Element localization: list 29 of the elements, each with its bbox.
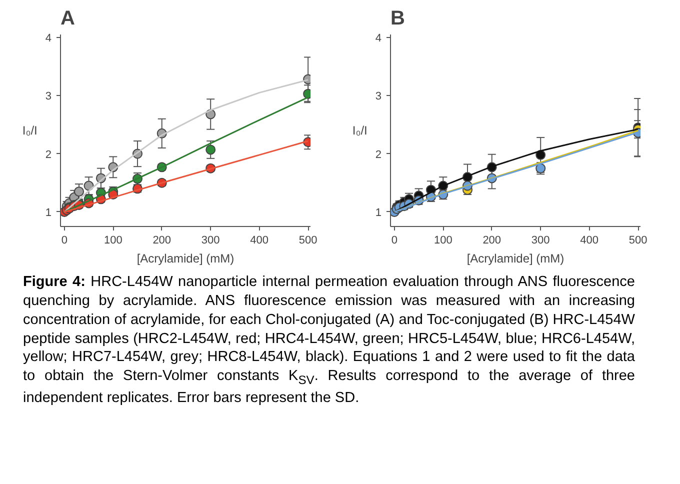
y-tick-label: 1 xyxy=(45,206,52,219)
x-axis-title: [Acrylamide] (mM) xyxy=(136,252,234,266)
chart-title: B xyxy=(390,8,405,30)
point xyxy=(74,186,84,197)
y-axis-title: I₀/I xyxy=(352,124,368,138)
x-tick-label: 300 xyxy=(201,234,220,246)
y-tick-label: 3 xyxy=(45,90,52,103)
x-tick-label: 400 xyxy=(580,234,599,246)
x-tick-label: 400 xyxy=(250,234,269,246)
x-tick-label: 200 xyxy=(482,234,502,246)
x-tick-label: 0 xyxy=(391,234,398,246)
x-tick-label: 300 xyxy=(531,234,550,246)
y-tick-label: 1 xyxy=(375,206,382,219)
y-axis-title: I₀/I xyxy=(22,124,38,138)
y-tick-label: 4 xyxy=(45,32,52,44)
y-tick-label: 4 xyxy=(375,32,382,44)
caption: Figure 4: xyxy=(23,274,86,290)
y-tick-label: 2 xyxy=(45,148,52,161)
x-tick-label: 0 xyxy=(61,234,68,246)
x-tick-label: 500 xyxy=(298,234,318,246)
x-tick-label: 500 xyxy=(628,234,648,246)
x-axis-title: [Acrylamide] (mM) xyxy=(466,252,564,266)
chart-title: A xyxy=(60,8,75,30)
x-tick-label: 100 xyxy=(104,234,122,246)
y-tick-label: 2 xyxy=(375,148,382,161)
point xyxy=(206,144,216,155)
x-tick-label: 200 xyxy=(152,234,172,246)
y-tick-label: 3 xyxy=(375,90,382,103)
x-tick-label: 100 xyxy=(434,234,452,246)
